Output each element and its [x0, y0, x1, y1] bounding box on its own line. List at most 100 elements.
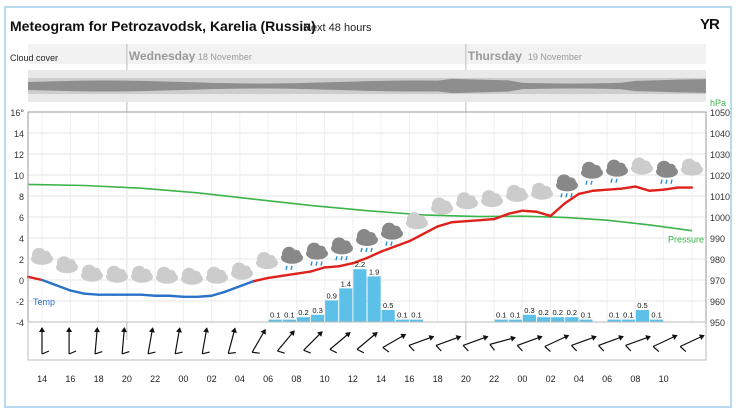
raindrop: [570, 193, 573, 198]
precip-bar: [635, 310, 649, 322]
wind-arrow-icon: [147, 327, 156, 355]
temp-tick-label: 2: [19, 255, 24, 265]
cloud-icon: [231, 262, 253, 280]
temp-segment: [422, 225, 439, 236]
temp-segment: [507, 209, 524, 216]
raindrop: [335, 256, 338, 261]
raindrop: [665, 179, 668, 184]
day-name: Wednesday: [129, 49, 196, 63]
wind-shaft: [329, 332, 351, 350]
temp-tick-label: 8: [19, 192, 24, 202]
cloud-icon: [256, 252, 278, 270]
wind-shaft: [303, 331, 323, 351]
cloud-icon-part: [641, 160, 651, 171]
cloud-icon-part: [116, 268, 126, 279]
temp-segment: [563, 192, 581, 205]
temp-tick-label: 12: [14, 150, 24, 160]
cloud-icon-part: [291, 249, 301, 260]
precip-label: 2.2: [355, 260, 365, 269]
raindrop: [320, 261, 323, 266]
temp-segment: [662, 186, 679, 191]
precip-bar: [650, 319, 664, 322]
cloud-icon-part: [566, 177, 576, 188]
wind-shaft: [174, 328, 181, 354]
cloud-icon-part: [391, 225, 401, 236]
cloud-icon-part: [316, 245, 326, 256]
temp-segment: [549, 202, 566, 218]
wind-arrow-icon: [39, 327, 50, 355]
day-name: Thursday: [468, 49, 522, 63]
wind-shaft: [356, 332, 378, 350]
rain-icon: [581, 161, 603, 185]
yr-logo[interactable]: YR: [700, 16, 720, 33]
hour-label: 06: [602, 374, 612, 384]
wind-barb: [147, 351, 156, 355]
wind-arrowhead: [344, 332, 351, 338]
temp-segment: [450, 219, 468, 224]
precip-label: 0.1: [284, 311, 294, 320]
precip-bar: [311, 314, 325, 322]
precip-bar: [508, 319, 522, 322]
cloud-icon-part: [166, 269, 176, 280]
temp-tick-label: 10: [14, 171, 24, 181]
wind-arrow-icon: [174, 327, 183, 355]
cloud-icon: [431, 197, 453, 215]
raindrop: [360, 247, 363, 253]
pressure-tick-label: 970: [710, 276, 725, 286]
temp-segment: [351, 256, 369, 265]
wind-arrowhead: [455, 335, 462, 341]
chart-subtitle: Next 48 hours: [303, 22, 372, 34]
cloud-icon-part: [241, 265, 251, 276]
cloud-icon: [156, 266, 178, 284]
temp-segment: [55, 284, 72, 292]
wind-shaft: [276, 330, 295, 352]
cloud-cover-haze: [28, 78, 706, 94]
cloud-icon: [181, 267, 203, 285]
wind-arrow-icon: [462, 335, 489, 352]
wind-arrow-icon: [435, 335, 462, 352]
precip-bar: [607, 319, 621, 322]
cloud-icon-part: [141, 268, 151, 279]
precip-label: 0.2: [298, 308, 308, 317]
temp-segment: [323, 265, 340, 269]
hour-label: 18: [433, 374, 443, 384]
raindrop: [615, 178, 618, 183]
wind-arrow-icon: [571, 335, 597, 352]
cloud-icon: [206, 266, 228, 284]
wind-arrow-icon: [598, 335, 624, 352]
temp-segment: [394, 239, 411, 248]
precip-bar: [409, 319, 423, 322]
wind-arrow-icon: [516, 335, 543, 352]
wind-barb: [625, 345, 632, 352]
wind-barb: [408, 345, 415, 352]
cloud-icon-part: [441, 200, 451, 211]
wind-arrowhead: [289, 330, 295, 337]
cloud-icon-part: [266, 255, 276, 266]
wind-barb: [652, 346, 660, 353]
wind-shaft: [652, 334, 677, 348]
wind-arrowhead: [698, 334, 705, 340]
wind-barb: [303, 349, 311, 354]
wind-strip: [27, 321, 707, 361]
wind-barb: [356, 348, 365, 354]
precip-label: 0.1: [609, 311, 619, 320]
raindrop: [560, 193, 563, 198]
wind-barb: [228, 351, 236, 355]
cloud-icon-part: [216, 269, 226, 280]
raindrop: [340, 256, 343, 261]
wind-shaft: [462, 335, 488, 347]
wind-arrow-icon: [251, 328, 266, 354]
cloud-icon-part: [341, 240, 351, 251]
wind-arrow-icon: [382, 333, 407, 353]
precip-label: 0.1: [411, 311, 421, 320]
hour-label: 02: [546, 374, 556, 384]
cloud-icon-part: [191, 270, 201, 281]
wind-arrow-icon: [625, 335, 651, 352]
precip-bar: [296, 317, 310, 322]
cloud-icon-part: [666, 163, 676, 174]
raindrop: [310, 261, 313, 266]
cloud-icon-part: [366, 231, 376, 242]
precip-bar: [565, 317, 579, 322]
cloud-icon-part: [491, 193, 501, 204]
wind-arrow-icon: [227, 327, 237, 355]
